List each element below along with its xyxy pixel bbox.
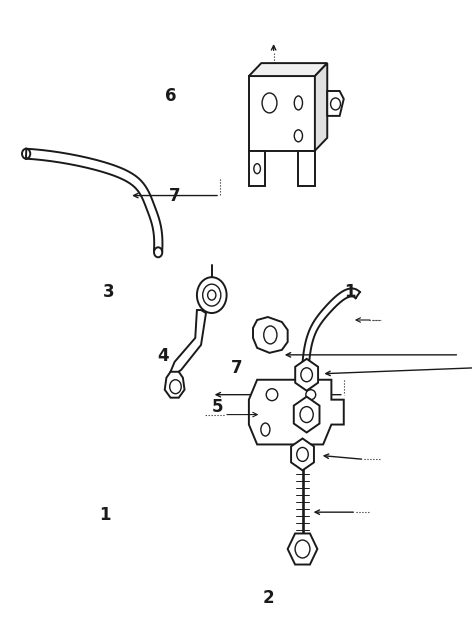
Polygon shape bbox=[249, 151, 265, 186]
Text: 1: 1 bbox=[344, 283, 355, 301]
Polygon shape bbox=[291, 438, 314, 470]
Circle shape bbox=[197, 277, 227, 313]
Polygon shape bbox=[327, 91, 344, 116]
Text: 2: 2 bbox=[262, 589, 274, 607]
Text: 6: 6 bbox=[165, 87, 177, 105]
Polygon shape bbox=[294, 397, 320, 433]
Text: 4: 4 bbox=[157, 347, 169, 365]
Text: 7: 7 bbox=[231, 360, 243, 378]
Polygon shape bbox=[249, 63, 327, 76]
Polygon shape bbox=[253, 317, 287, 353]
Polygon shape bbox=[249, 379, 344, 444]
Text: 7: 7 bbox=[169, 187, 180, 205]
Polygon shape bbox=[287, 533, 317, 565]
Polygon shape bbox=[315, 63, 327, 151]
Polygon shape bbox=[170, 310, 206, 375]
Polygon shape bbox=[165, 372, 185, 397]
Polygon shape bbox=[249, 76, 315, 151]
Text: 5: 5 bbox=[212, 397, 223, 415]
Polygon shape bbox=[298, 151, 315, 186]
Text: 3: 3 bbox=[103, 283, 114, 301]
Polygon shape bbox=[295, 359, 318, 391]
Text: 1: 1 bbox=[99, 506, 110, 524]
